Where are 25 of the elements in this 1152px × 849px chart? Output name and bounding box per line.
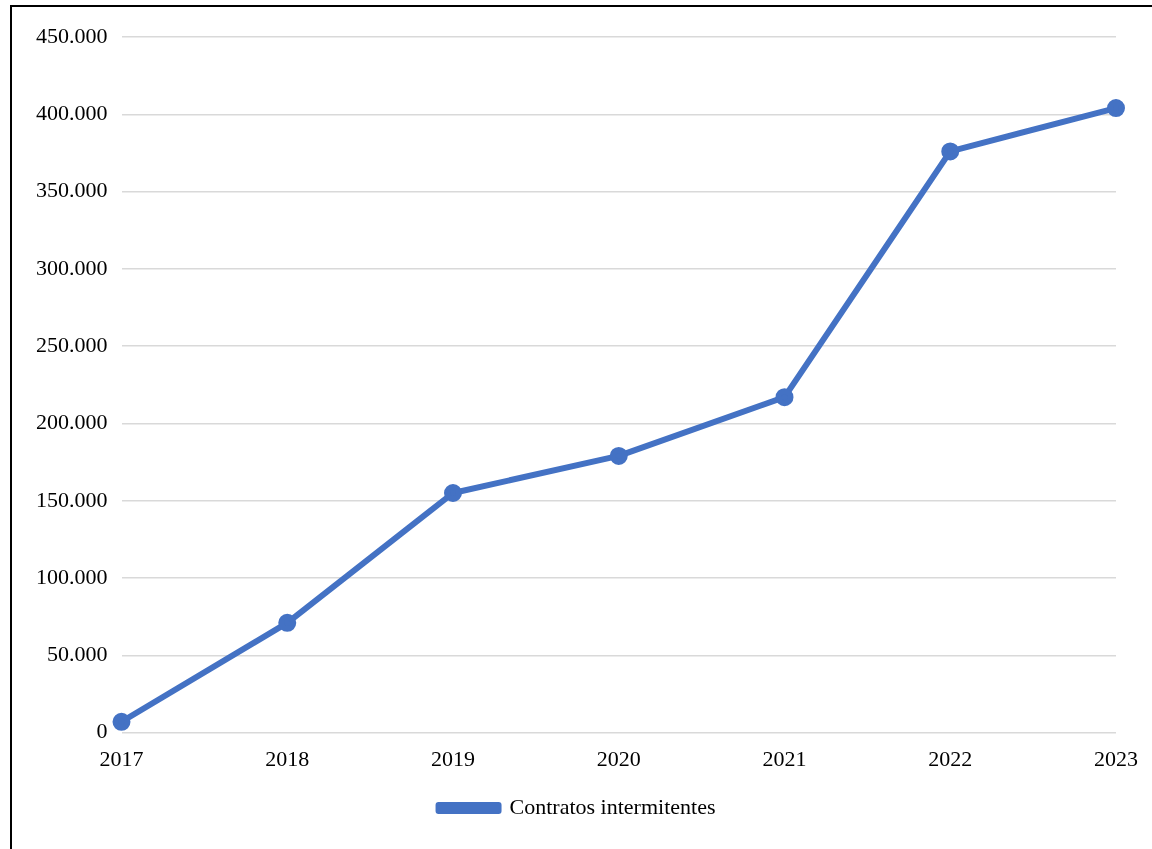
y-tick-label: 200.000 — [36, 409, 108, 435]
point — [444, 484, 462, 502]
x-tick-label: 2023 — [1094, 745, 1138, 771]
point — [609, 446, 628, 465]
point — [941, 142, 960, 161]
x-tick-label: 2019 — [431, 745, 475, 771]
point — [278, 613, 297, 632]
legend-label: Contratos intermitentes — [509, 793, 716, 819]
point — [1107, 99, 1125, 118]
y-tick-label: 100.000 — [36, 563, 108, 589]
x-tick-label: 2017 — [99, 745, 144, 771]
y-tick-label: 450.000 — [36, 22, 108, 48]
x-tick-label: 2018 — [265, 745, 310, 771]
y-tick-label: 50.000 — [47, 641, 108, 667]
x-tick-label: 2020 — [596, 745, 641, 771]
x-tick-label: 2022 — [928, 745, 973, 771]
y-tick-label: 400.000 — [36, 100, 108, 126]
y-tick-label: 150.000 — [36, 486, 108, 512]
point — [112, 712, 131, 731]
point — [775, 388, 794, 407]
x-tick-label: 2021 — [762, 745, 807, 771]
y-tick-label: 300.000 — [36, 254, 108, 280]
y-tick-label: 0 — [96, 718, 108, 744]
y-tick-label: 250.000 — [36, 331, 108, 357]
y-tick-label: 350.000 — [36, 177, 108, 203]
